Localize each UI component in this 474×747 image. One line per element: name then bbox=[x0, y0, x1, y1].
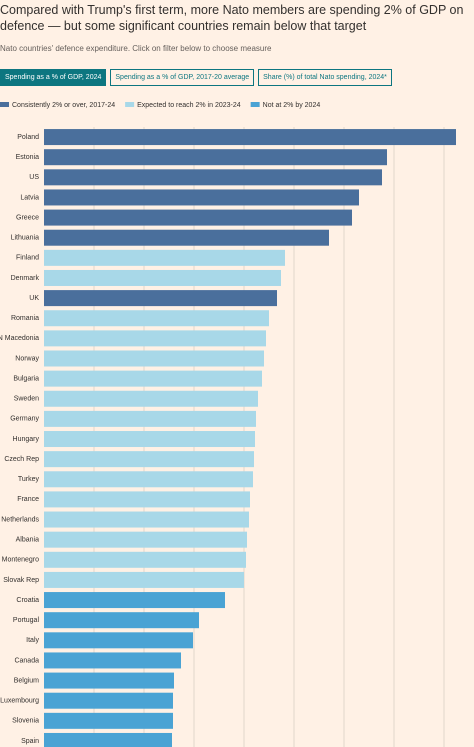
y-tick-label: Netherlands bbox=[1, 516, 39, 523]
filter-button[interactable]: Spending as a % of GDP, 2024 bbox=[0, 69, 107, 86]
legend-label: Consistently 2% or over, 2017-24 bbox=[12, 102, 115, 109]
bar bbox=[44, 169, 382, 186]
y-tick-label: Portugal bbox=[13, 617, 40, 624]
bar bbox=[44, 632, 193, 649]
bar bbox=[44, 269, 281, 286]
bar bbox=[44, 350, 264, 367]
bar bbox=[44, 290, 277, 307]
y-tick-label: US bbox=[29, 174, 39, 181]
y-tick-label: Turkey bbox=[18, 476, 40, 483]
y-tick-label: Slovenia bbox=[12, 718, 39, 725]
y-tick-label: Estonia bbox=[16, 154, 39, 161]
bar bbox=[44, 390, 258, 407]
bar bbox=[44, 672, 174, 689]
y-tick-label: UK bbox=[29, 295, 39, 302]
bar bbox=[44, 732, 172, 747]
y-tick-label: Spain bbox=[21, 738, 39, 745]
y-tick-label: Latvia bbox=[20, 194, 39, 201]
bar bbox=[44, 612, 199, 629]
y-tick-label: N Macedonia bbox=[0, 335, 39, 342]
filter-button[interactable]: Share (%) of total Nato spending, 2024* bbox=[258, 69, 392, 86]
bar bbox=[44, 712, 173, 729]
legend-swatch bbox=[250, 102, 260, 107]
bar bbox=[44, 652, 181, 669]
bar bbox=[44, 592, 225, 609]
legend-swatch bbox=[125, 102, 135, 107]
y-tick-label: Hungary bbox=[13, 436, 40, 443]
y-tick-label: Canada bbox=[14, 657, 39, 664]
y-tick-label: Czech Rep bbox=[4, 456, 39, 463]
y-tick-label: Denmark bbox=[11, 275, 40, 282]
y-tick-label: Bulgaria bbox=[13, 375, 39, 382]
legend-swatch bbox=[0, 102, 9, 107]
bar bbox=[44, 451, 254, 468]
bar bbox=[44, 149, 387, 166]
legend-label: Not at 2% by 2024 bbox=[263, 102, 321, 109]
bar bbox=[44, 249, 285, 266]
bar bbox=[44, 692, 173, 709]
y-tick-label: Slovak Rep bbox=[3, 577, 39, 584]
filter-buttons: Spending as a % of GDP, 2024 Spending as… bbox=[0, 69, 392, 86]
bar bbox=[44, 471, 253, 488]
bar bbox=[44, 551, 246, 568]
bar bbox=[44, 491, 250, 508]
y-tick-label: Greece bbox=[16, 214, 39, 221]
bar bbox=[44, 209, 352, 226]
y-tick-label: Luxembourg bbox=[0, 698, 39, 705]
y-tick-label: Finland bbox=[16, 255, 39, 262]
bar bbox=[44, 511, 249, 528]
y-tick-label: Italy bbox=[26, 637, 39, 644]
y-tick-label: Sweden bbox=[14, 396, 39, 403]
subtitle: Nato countries' defence expenditure. Cli… bbox=[0, 44, 272, 53]
y-tick-label: Romania bbox=[11, 315, 39, 322]
bar bbox=[44, 571, 244, 588]
bar bbox=[44, 370, 262, 387]
bar bbox=[44, 229, 329, 246]
legend-label: Expected to reach 2% in 2023-24 bbox=[137, 102, 241, 109]
chart-title: Compared with Trump's first term, more N… bbox=[0, 3, 464, 33]
y-tick-label: Poland bbox=[17, 134, 39, 141]
y-tick-label: France bbox=[17, 496, 39, 503]
y-tick-label: Germany bbox=[10, 416, 39, 423]
bar bbox=[44, 410, 256, 427]
bar bbox=[44, 310, 269, 327]
bar bbox=[44, 531, 247, 548]
filter-button[interactable]: Spending as a % of GDP, 2017-20 average bbox=[110, 69, 255, 86]
y-tick-label: Montenegro bbox=[2, 557, 39, 564]
bar bbox=[44, 330, 266, 347]
y-tick-label: Norway bbox=[15, 355, 39, 362]
y-tick-label: Croatia bbox=[16, 597, 39, 604]
y-tick-label: Belgium bbox=[14, 677, 39, 684]
bar bbox=[44, 431, 255, 448]
y-tick-label: Lithuania bbox=[11, 235, 40, 242]
bar bbox=[44, 189, 359, 206]
bar bbox=[44, 129, 456, 146]
y-tick-label: Albania bbox=[16, 537, 39, 544]
